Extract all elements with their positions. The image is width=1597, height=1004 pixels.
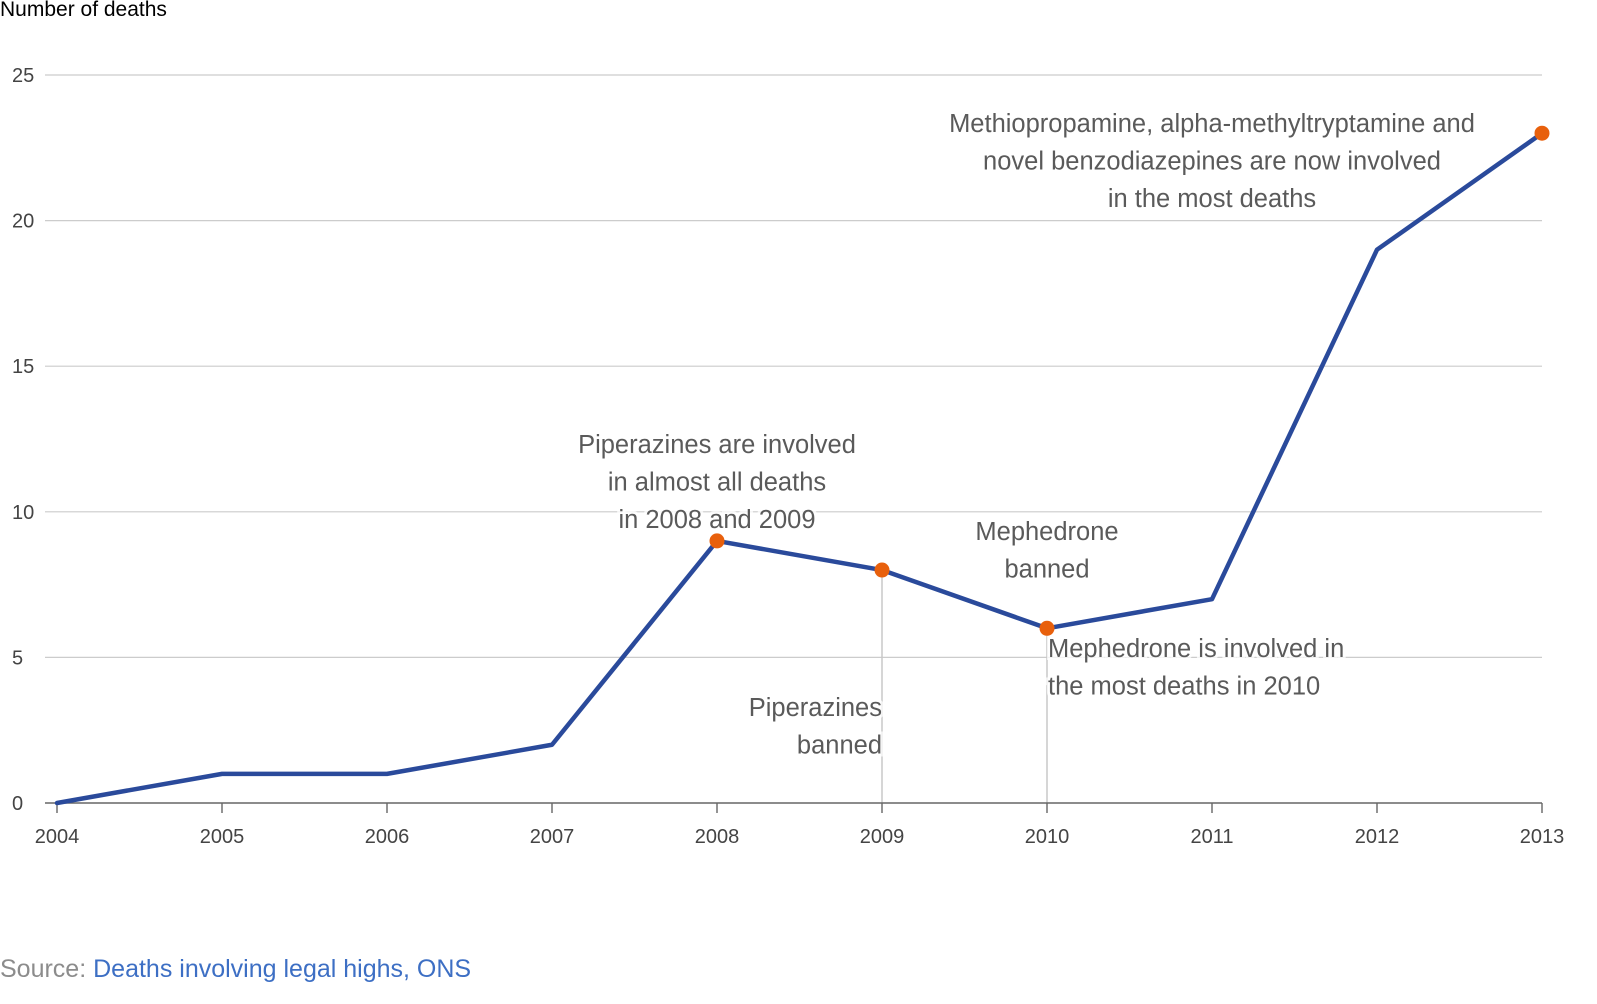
y-tick-label: 15 — [12, 356, 34, 378]
annotation-text-halo: novel benzodiazepines are now involved — [983, 148, 1441, 176]
annotation-text: Methiopropamine, alpha-methyltryptamine … — [949, 110, 1475, 138]
annotation-text: Piperazines are involved — [578, 431, 856, 459]
y-axis-title: Number of deaths — [0, 0, 167, 21]
annotation-text: Mephedrone is involved in — [1048, 635, 1344, 663]
annotation-text: in almost all deaths — [608, 469, 826, 497]
annotation-text-halo: in the most deaths — [1108, 185, 1316, 213]
annotation-text: in 2008 and 2009 — [618, 506, 815, 534]
annotation-text: banned — [1004, 556, 1089, 584]
annotation-text-halo: in 2008 and 2009 — [618, 506, 815, 534]
annotation: Methiopropamine, alpha-methyltryptamine … — [946, 107, 1478, 216]
annotation-text-halo: banned — [1004, 556, 1089, 584]
source-link[interactable]: Deaths involving legal highs, ONS — [93, 955, 472, 983]
x-tick-label: 2010 — [1025, 826, 1070, 848]
x-tick-label: 2008 — [695, 826, 740, 848]
series-line — [54, 130, 1545, 806]
x-tick-label: 2013 — [1520, 826, 1565, 848]
y-tick-label: 20 — [12, 211, 34, 233]
annotation-text: Piperazines — [749, 694, 882, 722]
annotation-text-halo: Mephedrone — [975, 518, 1118, 546]
y-tick-label: 5 — [12, 647, 23, 669]
annotation-text-halo: Piperazines are involved — [578, 431, 856, 459]
highlight-marker — [874, 562, 890, 578]
annotation-text-halo: in almost all deaths — [608, 469, 826, 497]
annotation-text-halo: Piperazines — [749, 694, 882, 722]
annotation-text: Mephedrone — [975, 518, 1118, 546]
annotation-text-halo: banned — [797, 732, 882, 760]
x-tick-label: 2006 — [365, 826, 410, 848]
highlight-markers — [709, 125, 1550, 636]
annotation-text: the most deaths in 2010 — [1048, 673, 1320, 701]
x-tick-label: 2004 — [35, 826, 80, 848]
highlight-marker — [1039, 620, 1055, 636]
event-lines — [881, 570, 1048, 803]
annotation-text: novel benzodiazepines are now involved — [983, 148, 1441, 176]
series-line-path — [54, 130, 1545, 806]
highlight-marker — [1534, 125, 1550, 141]
x-tick-label: 2007 — [530, 826, 575, 848]
y-tick-label: 10 — [12, 502, 34, 524]
gridlines: 0 5 10 15 20 25 — [12, 65, 1542, 815]
source-note: Source: Deaths involving legal highs, ON… — [0, 955, 471, 984]
x-tick-label: 2012 — [1355, 826, 1400, 848]
highlight-marker — [709, 533, 725, 549]
annotation-text: banned — [797, 732, 882, 760]
x-tick-label: 2005 — [200, 826, 245, 848]
x-tick-label: 2009 — [860, 826, 905, 848]
y-tick-label: 0 — [12, 793, 23, 815]
y-tick-label: 25 — [12, 65, 34, 87]
x-axis: 2004 2005 2006 2007 2008 2009 2010 2011 2012 2013 — [35, 802, 1565, 848]
annotation-text-halo: Methiopropamine, alpha-methyltryptamine … — [949, 110, 1475, 138]
source-prefix: Source: — [0, 955, 94, 983]
annotation-text-halo: the most deaths in 2010 — [1048, 673, 1320, 701]
x-tick-label: 2011 — [1190, 826, 1233, 848]
annotation-text: in the most deaths — [1108, 185, 1316, 213]
annotation-text-halo: Mephedrone is involved in — [1048, 635, 1344, 663]
